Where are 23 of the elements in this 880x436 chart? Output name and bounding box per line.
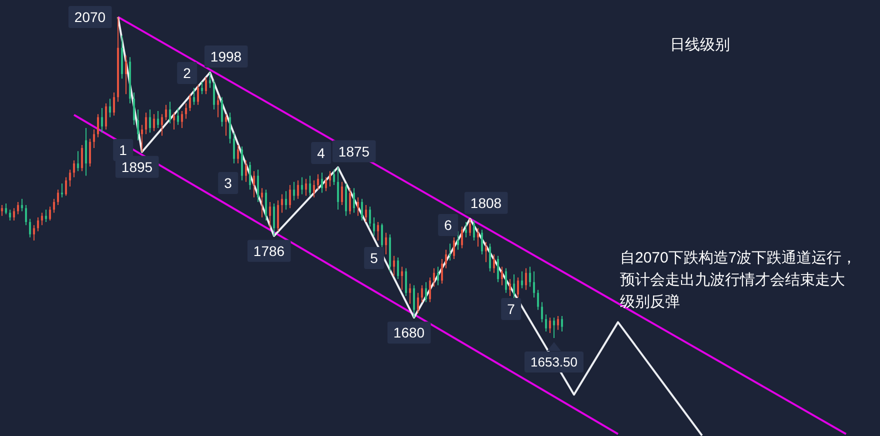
annotation: 3 [224, 175, 232, 191]
annotation: 1 [113, 139, 134, 161]
annotation: 5 [364, 247, 384, 269]
annotation: 4 [311, 142, 332, 164]
annotation: 4 [317, 145, 326, 161]
annotation: 2 [177, 62, 198, 84]
annotation: 6 [438, 214, 458, 236]
data-label: 1808 [470, 194, 502, 211]
data-label: 1998 [210, 48, 242, 64]
annotation: 2 [183, 65, 192, 81]
annotation: 自2070下跌构造7波下跌通道运行，预计会走出九波行情才会结束走大级别反弹 [620, 250, 857, 310]
annotation: 3 [218, 172, 238, 194]
data-label: 1875 [338, 143, 370, 160]
data-label: 1680 [393, 324, 425, 341]
annotation: 1 [119, 142, 128, 158]
data-label: 2070 [74, 9, 106, 25]
data-label: 1786 [253, 242, 285, 259]
annotation: 7 [507, 301, 516, 317]
annotation: 6 [444, 217, 452, 233]
annotation: 5 [370, 250, 378, 266]
data-label: 1895 [121, 158, 153, 175]
annotation: 日线级别 [670, 36, 730, 54]
annotation: 7 [501, 298, 522, 320]
